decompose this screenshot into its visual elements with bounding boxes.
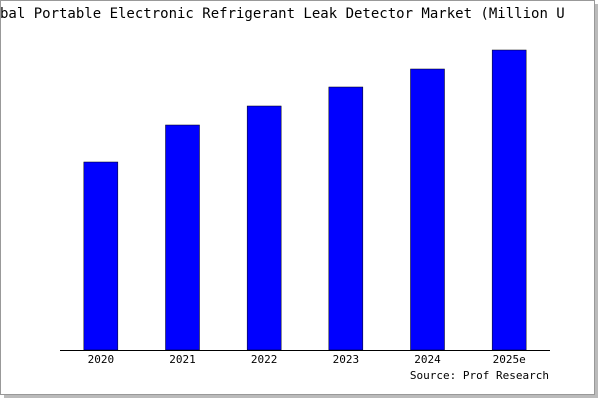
bar: [83, 161, 119, 351]
bar: [410, 68, 445, 351]
bar: [491, 49, 527, 351]
x-tick-label: 2023: [333, 353, 360, 366]
chart-title: bal Portable Electronic Refrigerant Leak…: [0, 6, 565, 22]
x-tick-label: 2025e: [493, 353, 526, 366]
bar: [246, 105, 282, 351]
x-tick-label: 2024: [414, 353, 441, 366]
x-tick-label: 2022: [251, 353, 278, 366]
bar: [328, 86, 364, 351]
x-tick-label: 2021: [169, 353, 196, 366]
bar: [165, 124, 200, 351]
source-note: Source: Prof Research: [410, 369, 549, 382]
x-tick-label: 2020: [88, 353, 115, 366]
